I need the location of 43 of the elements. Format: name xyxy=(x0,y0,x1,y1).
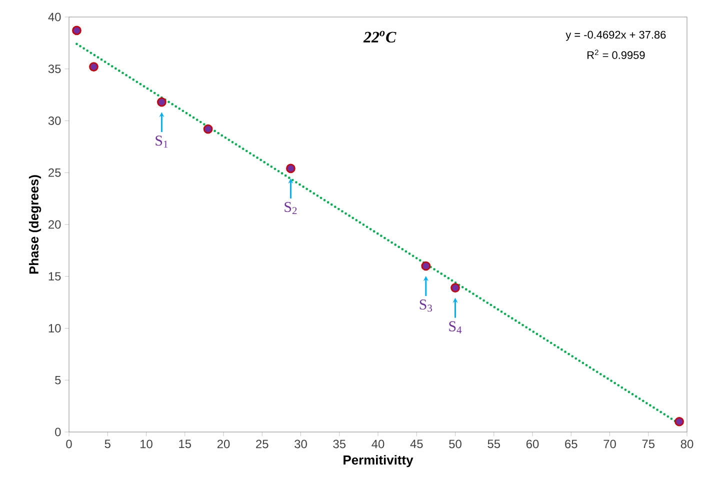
y-axis-title: Phase (degrees) xyxy=(28,175,42,274)
y-tick-label: 15 xyxy=(48,272,61,281)
point xyxy=(421,261,431,271)
annotation: S$_{3}$ xyxy=(420,300,432,312)
y-tick-label: 30 xyxy=(48,116,61,125)
y-tick-label: 10 xyxy=(48,324,61,332)
annotation: y = -0.4692x + 37.86 xyxy=(566,30,666,41)
x-tick-label: 5 xyxy=(104,440,110,448)
x-tick-label: 30 xyxy=(294,440,307,448)
x-tick-label: 35 xyxy=(333,440,346,448)
x-tick-label: 80 xyxy=(680,440,694,448)
point xyxy=(203,124,213,134)
x-tick-label: 70 xyxy=(604,440,616,448)
x-tick-label: 25 xyxy=(256,440,268,448)
x-tick-label: 65 xyxy=(565,440,578,448)
point xyxy=(674,416,684,426)
x-tick-label: 55 xyxy=(488,440,500,448)
y-tick-label: 0 xyxy=(55,428,61,436)
x-tick-label: 45 xyxy=(410,440,423,448)
point xyxy=(89,62,98,72)
x-tick-label: 0 xyxy=(66,440,72,448)
annotation: R$^{2}$ = 0.9959 xyxy=(587,50,645,59)
annotation: S$_{1}$ xyxy=(156,136,168,148)
point xyxy=(450,283,460,292)
point xyxy=(286,164,296,174)
y-tick-label: 35 xyxy=(48,64,61,74)
point xyxy=(72,26,82,36)
text: 22$^{o}$C xyxy=(363,30,396,43)
x-tick-label: 50 xyxy=(449,440,462,448)
x-tick-label: 75 xyxy=(642,440,655,448)
x-tick-label: 60 xyxy=(526,440,539,448)
x-tick-label: 15 xyxy=(179,440,192,448)
point xyxy=(157,97,166,107)
y-tick-label: 40 xyxy=(48,12,61,22)
annotation: S$_{4}$ xyxy=(449,321,462,334)
annotation: S$_{2}$ xyxy=(284,202,297,214)
x-tick-label: 40 xyxy=(372,440,384,448)
y-tick-label: 25 xyxy=(48,168,61,177)
y-tick-label: 20 xyxy=(48,220,61,229)
y-tick-label: 5 xyxy=(55,376,61,384)
x-tick-label: 20 xyxy=(217,440,230,448)
x-tick-label: 10 xyxy=(140,440,152,448)
x-axis-title: Permitivitty xyxy=(344,455,414,468)
